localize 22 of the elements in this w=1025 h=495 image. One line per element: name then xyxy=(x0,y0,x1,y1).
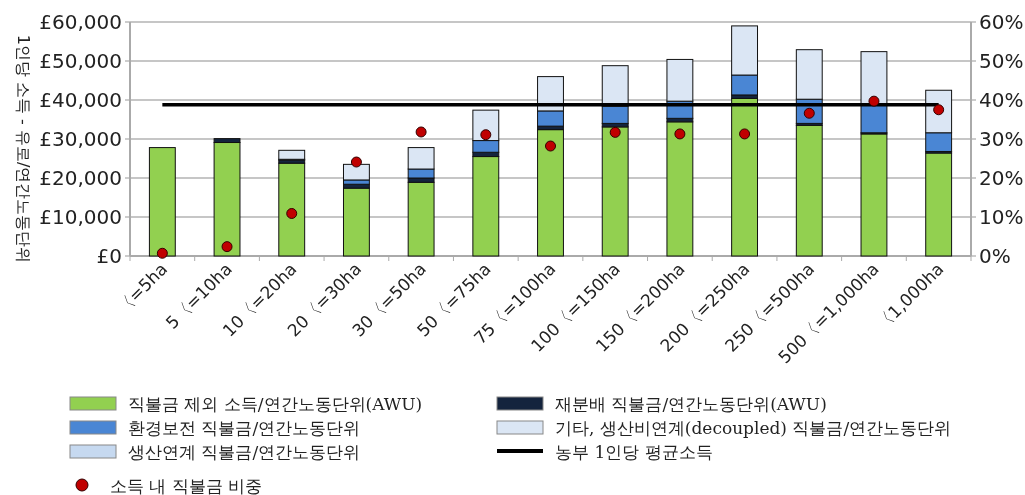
y-tick-label: £10,000 xyxy=(39,205,122,229)
y-tick-label: £60,000 xyxy=(39,10,122,34)
legend-label: 직불금 제외 소득/연간노동단위(AWU) xyxy=(128,394,423,414)
y2-tick-label: 10% xyxy=(979,205,1024,229)
y2-tick-label: 50% xyxy=(979,49,1024,73)
y2-tick-label: 40% xyxy=(979,88,1024,112)
legend-label: 재분배 직불금/연간노동단위(AWU) xyxy=(555,394,827,414)
y-tick-label: £50,000 xyxy=(39,49,122,73)
y-axis-title: 1인당 소득 - 유로/연간노동단위 xyxy=(14,34,33,264)
y2-tick-label: 30% xyxy=(979,127,1024,151)
y2-tick-label: 60% xyxy=(979,10,1024,34)
y-tick-label: £20,000 xyxy=(39,166,122,190)
y2-tick-label: 0% xyxy=(979,244,1011,268)
y2-tick-label: 20% xyxy=(979,166,1024,190)
y-tick-label: £0 xyxy=(96,244,122,268)
legend-label: 환경보전 직불금/연간노동단위 xyxy=(128,418,361,438)
legend-label: 소득 내 직불금 비중 xyxy=(110,476,263,495)
y-tick-label: £40,000 xyxy=(39,88,122,112)
legend-label: 농부 1인당 평균소득 xyxy=(555,442,713,462)
y-tick-label: £30,000 xyxy=(39,127,122,151)
legend-label: 기타, 생산비연계(decoupled) 직불금/연간노동단위 xyxy=(555,418,952,438)
legend-label: 생산연계 직불금/연간노동단위 xyxy=(128,442,361,462)
